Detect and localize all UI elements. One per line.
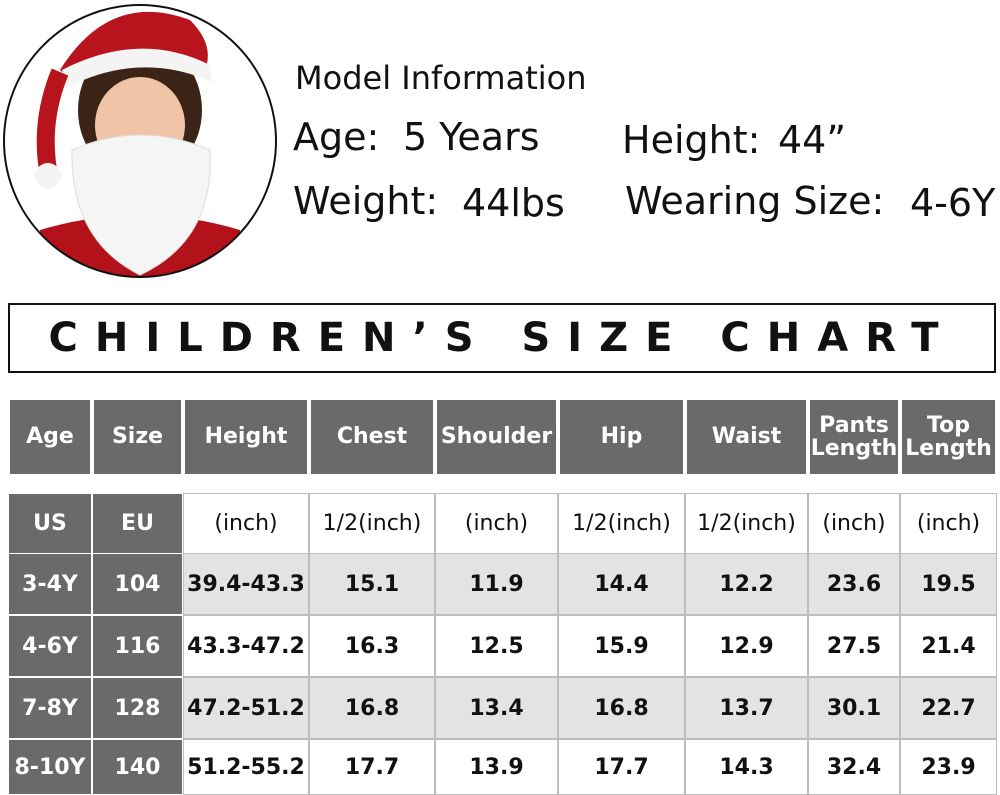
header-cell: Shoulder <box>435 398 558 476</box>
data-cell: 128 <box>92 677 183 739</box>
data-cell: 8-10Y <box>8 739 92 795</box>
data-cell: 16.8 <box>558 677 685 739</box>
unit-cell: (inch) <box>183 493 309 554</box>
data-cell: 30.1 <box>808 677 900 739</box>
data-cell: 12.9 <box>685 615 808 677</box>
data-cell: 32.4 <box>808 739 900 795</box>
data-cell: 21.4 <box>900 615 997 677</box>
data-cell: 27.5 <box>808 615 900 677</box>
data-cell: 16.8 <box>309 677 435 739</box>
data-cell: 43.3-47.2 <box>183 615 309 677</box>
height-label: Height: <box>622 118 761 162</box>
data-cell: 12.5 <box>435 615 558 677</box>
data-cell: 4-6Y <box>8 615 92 677</box>
model-title: Model Information <box>295 59 587 97</box>
data-cell: 17.7 <box>309 739 435 795</box>
weight-value: 44lbs <box>462 181 565 225</box>
data-cell: 3-4Y <box>8 553 92 615</box>
data-cell: 12.2 <box>685 553 808 615</box>
data-cell: 15.9 <box>558 615 685 677</box>
size-value: 4-6Y <box>910 181 996 225</box>
weight-label: Weight: <box>293 179 439 223</box>
header-cell: Hip <box>558 398 685 476</box>
data-cell: 13.7 <box>685 677 808 739</box>
unit-cell: (inch) <box>808 493 900 554</box>
data-cell: 104 <box>92 553 183 615</box>
data-cell: 51.2-55.2 <box>183 739 309 795</box>
data-cell: 11.9 <box>435 553 558 615</box>
data-cell: 47.2-51.2 <box>183 677 309 739</box>
unit-cell: 1/2(inch) <box>558 493 685 554</box>
unit-cell: (inch) <box>900 493 997 554</box>
header-cell: Age <box>8 398 92 476</box>
data-cell: 140 <box>92 739 183 795</box>
data-cell: 116 <box>92 615 183 677</box>
data-cell: 15.1 <box>309 553 435 615</box>
unit-cell: (inch) <box>435 493 558 554</box>
unit-cell: 1/2(inch) <box>685 493 808 554</box>
data-cell: 13.4 <box>435 677 558 739</box>
header-cell: Waist <box>685 398 808 476</box>
header-cell: Size <box>92 398 183 476</box>
header-cell: Chest <box>309 398 435 476</box>
height-value: 44” <box>778 118 847 162</box>
data-cell: 22.7 <box>900 677 997 739</box>
age-value: 5 Years <box>403 115 540 159</box>
data-cell: 39.4-43.3 <box>183 553 309 615</box>
model-photo <box>3 4 277 278</box>
header-cell: Height <box>183 398 309 476</box>
data-cell: 14.4 <box>558 553 685 615</box>
data-cell: 13.9 <box>435 739 558 795</box>
unit-cell: EU <box>92 493 183 554</box>
data-cell: 19.5 <box>900 553 997 615</box>
size-label: Wearing Size: <box>625 179 885 223</box>
unit-cell: 1/2(inch) <box>309 493 435 554</box>
data-cell: 23.9 <box>900 739 997 795</box>
data-cell: 14.3 <box>685 739 808 795</box>
banner: CHILDREN’S SIZE CHART <box>8 303 996 373</box>
unit-cell: US <box>8 493 92 554</box>
header-cell: Top Length <box>900 398 997 476</box>
data-cell: 23.6 <box>808 553 900 615</box>
banner-title: CHILDREN’S SIZE CHART <box>48 315 956 361</box>
header-cell: Pants Length <box>808 398 900 476</box>
data-cell: 16.3 <box>309 615 435 677</box>
age-label: Age: <box>293 115 380 159</box>
data-cell: 7-8Y <box>8 677 92 739</box>
data-cell: 17.7 <box>558 739 685 795</box>
